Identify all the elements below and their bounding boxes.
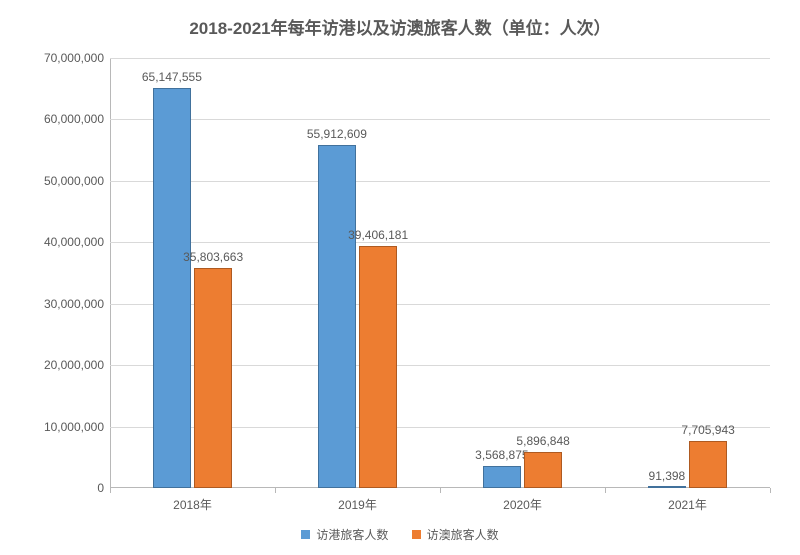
x-tick-mark: [275, 488, 276, 493]
legend-item-0: 访港旅客人数: [301, 526, 388, 543]
bar-series1-cat1: [359, 246, 397, 488]
bar-series1-cat0: [194, 268, 232, 488]
legend: 访港旅客人数 访澳旅客人数: [0, 526, 800, 543]
legend-swatch-1: [412, 530, 421, 539]
y-tick-label: 10,000,000: [44, 420, 110, 434]
grid-line: [110, 181, 770, 182]
y-tick-label: 0: [97, 481, 110, 495]
bar-value-label: 7,705,943: [681, 423, 734, 437]
legend-label-0: 访港旅客人数: [316, 526, 388, 543]
y-tick-label: 30,000,000: [44, 297, 110, 311]
chart-container: 2018-2021年每年访港以及访澳旅客人数（单位：人次） 010,000,00…: [0, 0, 800, 555]
bar-value-label: 65,147,555: [142, 70, 202, 84]
bar-value-label: 55,912,609: [307, 127, 367, 141]
x-tick-label: 2019年: [338, 488, 377, 513]
x-tick-label: 2018年: [173, 488, 212, 513]
bar-series1-cat3: [689, 441, 727, 488]
bar-series1-cat2: [524, 452, 562, 488]
bar-value-label: 5,896,848: [516, 434, 569, 448]
y-tick-label: 60,000,000: [44, 112, 110, 126]
bar-value-label: 3,568,875: [475, 448, 528, 462]
grid-line: [110, 58, 770, 59]
legend-item-1: 访澳旅客人数: [412, 526, 499, 543]
y-axis: [110, 58, 111, 488]
legend-label-1: 访澳旅客人数: [427, 526, 499, 543]
plot-area: 010,000,00020,000,00030,000,00040,000,00…: [110, 58, 770, 488]
x-tick-mark: [770, 488, 771, 493]
x-tick-mark: [440, 488, 441, 493]
legend-swatch-0: [301, 530, 310, 539]
bar-series0-cat2: [483, 466, 521, 488]
x-tick-label: 2020年: [503, 488, 542, 513]
y-tick-label: 20,000,000: [44, 358, 110, 372]
x-tick-mark: [110, 488, 111, 493]
bar-value-label: 39,406,181: [348, 228, 408, 242]
bar-value-label: 91,398: [649, 469, 686, 483]
bar-series0-cat0: [153, 88, 191, 488]
bar-series0-cat3: [648, 486, 686, 488]
bar-series0-cat1: [318, 145, 356, 488]
x-tick-label: 2021年: [668, 488, 707, 513]
grid-line: [110, 119, 770, 120]
bar-value-label: 35,803,663: [183, 250, 243, 264]
y-tick-label: 50,000,000: [44, 174, 110, 188]
x-tick-mark: [605, 488, 606, 493]
y-tick-label: 70,000,000: [44, 51, 110, 65]
chart-title: 2018-2021年每年访港以及访澳旅客人数（单位：人次）: [0, 14, 800, 39]
y-tick-label: 40,000,000: [44, 235, 110, 249]
grid-line: [110, 242, 770, 243]
